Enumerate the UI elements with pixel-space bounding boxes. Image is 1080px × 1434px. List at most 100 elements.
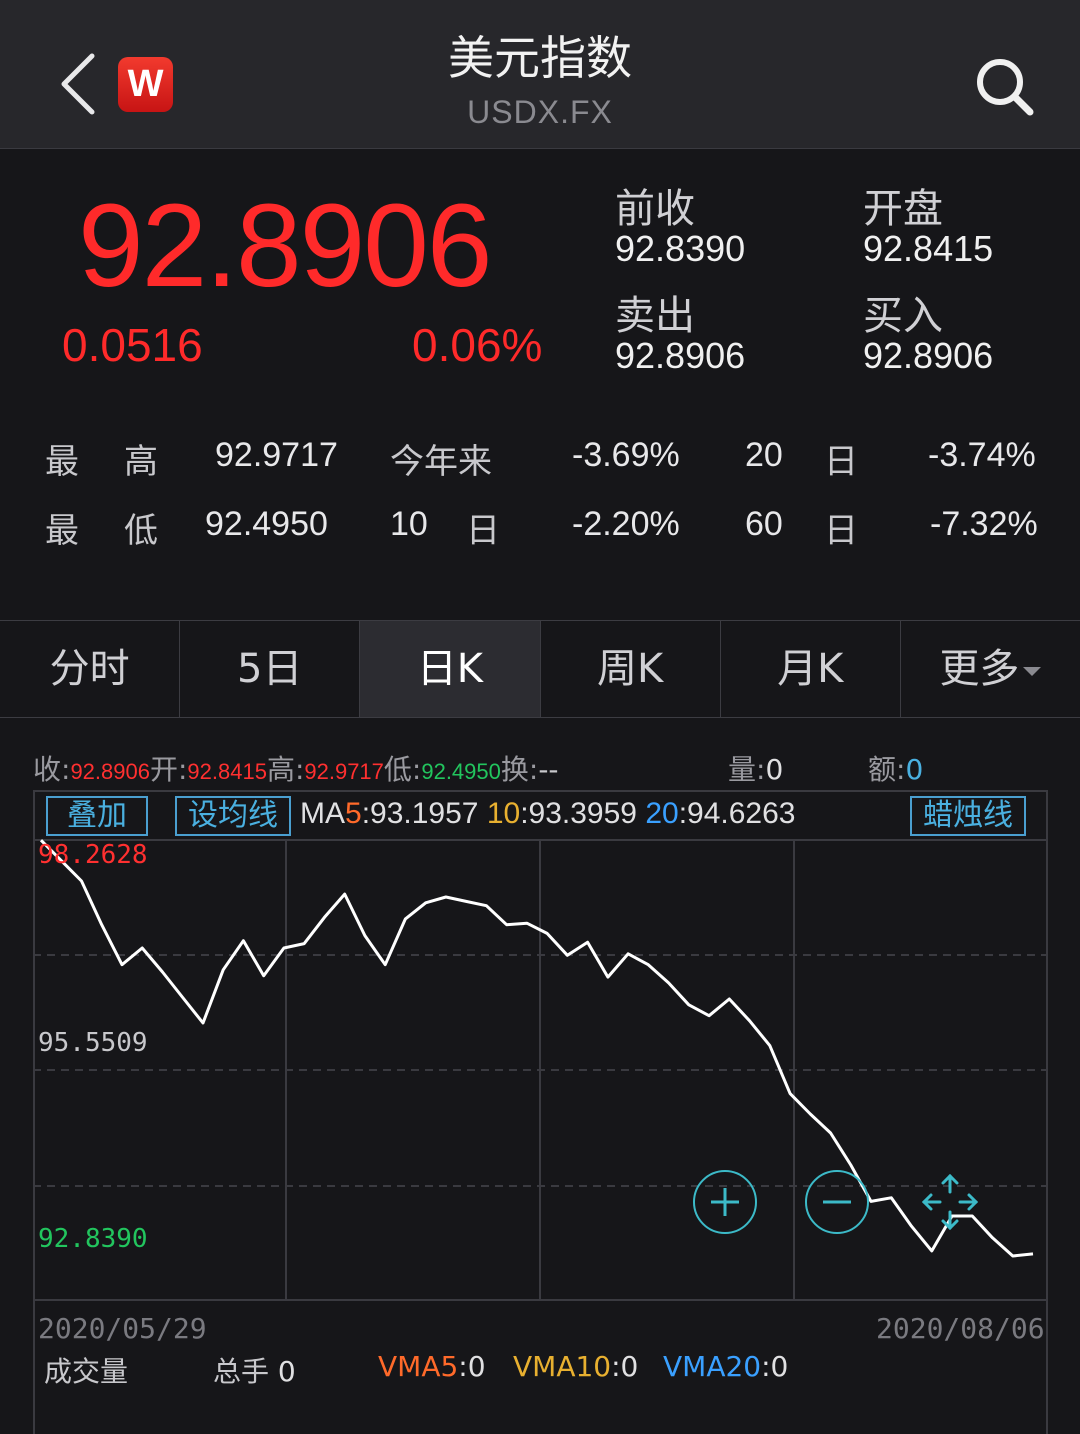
tab-label: 分时	[49, 646, 130, 692]
open-label: 开:	[149, 753, 188, 786]
page-title: 美元指数	[448, 31, 632, 85]
stat-60d-num: 60	[745, 505, 783, 543]
stat-low-label-a: 最	[45, 511, 79, 551]
header-bar	[0, 0, 1080, 149]
y-max-label: 98.2628	[38, 840, 148, 870]
candle-button[interactable]: 蜡烛线	[910, 796, 1026, 836]
ma20-num: 20	[645, 797, 679, 830]
ma5-value: :93.1957	[361, 797, 479, 830]
last-price: 92.8906	[78, 180, 493, 312]
tab-label: 日K	[416, 646, 484, 692]
vma20: VMA20:0	[663, 1350, 788, 1383]
stat-high-value: 92.9717	[215, 436, 338, 474]
stat-20d-value: -3.74%	[928, 436, 1036, 474]
total-volume: 总手 0	[213, 1350, 296, 1390]
stat-10d-value: -2.20%	[572, 505, 680, 543]
high-label: 高:	[266, 753, 305, 786]
stat-high-label-a: 最	[45, 442, 79, 482]
ma20-value: :94.6263	[678, 797, 796, 830]
tab-more[interactable]: 更多	[901, 621, 1080, 717]
price-change: 0.0516	[62, 319, 203, 371]
tab-label: 月K	[777, 646, 844, 692]
tab-monthly-k[interactable]: 月K	[721, 621, 901, 717]
low-value: 92.4950	[421, 759, 501, 784]
zoom-out-button[interactable]	[805, 1170, 869, 1234]
tab-label: 更多	[939, 646, 1020, 692]
vma20-value: :0	[761, 1350, 789, 1383]
stat-low-label-b: 低	[124, 511, 158, 551]
buy-label: 买入	[863, 293, 943, 339]
move-arrows-icon[interactable]	[918, 1170, 982, 1234]
price-line	[39, 839, 1034, 1258]
overlay-button[interactable]: 叠加	[46, 796, 148, 836]
open-value: 92.8415	[187, 759, 267, 784]
volume-label: 量:	[728, 753, 766, 786]
volume-value: 0	[765, 753, 784, 786]
price-chart[interactable]	[33, 790, 1048, 1434]
vma10-value: :0	[611, 1350, 639, 1383]
tab-label: 5日	[237, 646, 303, 692]
prev-close-value: 92.8390	[615, 228, 746, 269]
stat-low-value: 92.4950	[205, 505, 328, 543]
chart-grid	[33, 790, 1048, 1434]
stat-20d-num: 20	[745, 436, 783, 474]
tab-label: 周K	[596, 646, 664, 692]
x-start-label: 2020/05/29	[38, 1312, 207, 1345]
vma10: VMA10:0	[513, 1350, 638, 1383]
vma5-value: :0	[458, 1350, 486, 1383]
volume-row: 成交量	[44, 1350, 128, 1390]
buy-value: 92.8906	[863, 335, 994, 376]
volume-title: 成交量	[44, 1355, 129, 1388]
turnover-label: 换:	[500, 753, 539, 786]
vma5-label: VMA5	[378, 1350, 459, 1383]
chart-frame	[33, 790, 1048, 1434]
amount-value: 0	[905, 753, 924, 786]
open-value: 92.8415	[863, 228, 994, 269]
tab-5day[interactable]: 5日	[180, 621, 361, 717]
volume-stat: 量:0	[728, 748, 783, 788]
ma10-value: :93.3959	[520, 797, 637, 830]
zoom-in-button[interactable]	[693, 1170, 757, 1234]
x-end-label: 2020/08/06	[876, 1312, 1045, 1345]
stat-60d-unit: 日	[824, 511, 858, 551]
vma10-label: VMA10	[513, 1350, 612, 1383]
period-tabs: 分时 5日 日K 周K 月K 更多	[0, 620, 1080, 718]
tab-weekly-k[interactable]: 周K	[541, 621, 721, 717]
vma20-label: VMA20	[663, 1350, 762, 1383]
stat-10d-num: 10	[390, 505, 428, 543]
minus-icon	[823, 1200, 851, 1204]
ma-label: MA	[300, 797, 345, 830]
prev-close-label: 前收	[615, 186, 695, 232]
total-label: 总手	[213, 1355, 270, 1388]
tab-daily-k[interactable]: 日K	[360, 621, 541, 717]
ohlc-row: 收:92.8906开:92.8415高:92.9717低:92.4950换:--	[33, 748, 559, 788]
tab-intraday[interactable]: 分时	[0, 621, 181, 717]
low-label: 低:	[383, 753, 422, 786]
sell-value: 92.8906	[615, 335, 746, 376]
price-change-percent: 0.06%	[412, 319, 543, 371]
set-ma-button[interactable]: 设均线	[175, 796, 291, 836]
dropdown-caret-icon	[1023, 666, 1042, 676]
sell-label: 卖出	[615, 293, 695, 339]
search-icon[interactable]	[970, 52, 1038, 120]
ma10-num: 10	[486, 797, 521, 830]
app-logo: W	[118, 57, 173, 112]
stat-60d-value: -7.32%	[930, 505, 1038, 543]
stat-ytd-label: 今年来	[390, 442, 492, 482]
close-label: 收:	[33, 753, 71, 786]
back-icon[interactable]	[50, 46, 106, 122]
stat-10d-unit: 日	[466, 511, 500, 551]
close-value: 92.8906	[70, 759, 150, 784]
symbol-code: USDX.FX	[467, 94, 613, 130]
stat-20d-unit: 日	[824, 442, 858, 482]
y-mid-label: 95.5509	[38, 1028, 148, 1058]
plus-icon	[711, 1188, 739, 1216]
ma-values: MA5:93.1957 10:93.3959 20:94.6263	[300, 797, 795, 831]
stat-ytd-value: -3.69%	[572, 436, 680, 474]
total-value: 0	[277, 1355, 296, 1388]
high-value: 92.9717	[304, 759, 384, 784]
open-label: 开盘	[863, 186, 943, 232]
ma5-num: 5	[345, 797, 362, 830]
vma5: VMA5:0	[378, 1350, 486, 1383]
amount-stat: 额:0	[868, 748, 923, 788]
